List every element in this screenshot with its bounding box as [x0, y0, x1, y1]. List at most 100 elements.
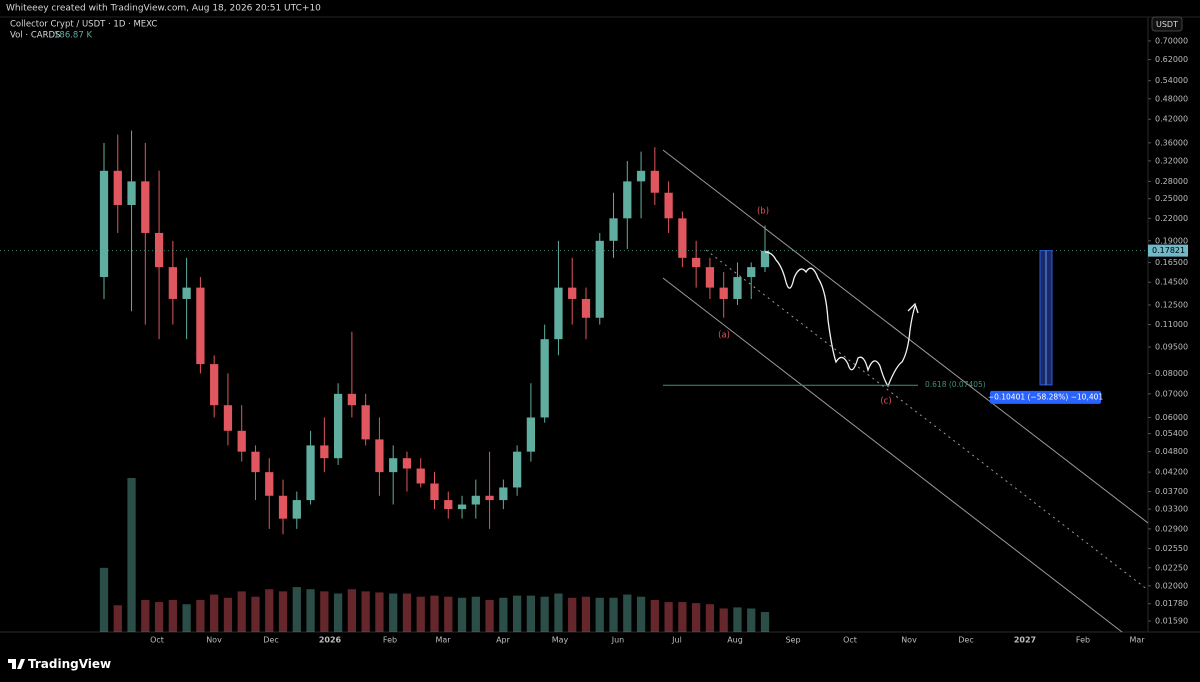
volume-bar — [113, 605, 122, 632]
candle-body — [760, 250, 770, 268]
header: Whiteeey created with TradingView.com, A… — [6, 4, 321, 14]
volume-bar — [705, 604, 715, 632]
volume-bar — [265, 589, 274, 632]
volume-bar — [760, 612, 770, 632]
y-tick-label: 0.42000 — [1155, 115, 1188, 124]
wave-label: (a) — [718, 331, 730, 341]
candle-body — [320, 445, 329, 459]
y-tick-label: 0.02900 — [1155, 524, 1188, 533]
x-tick-label: Dec — [958, 636, 973, 645]
x-tick-label: 2027 — [1014, 636, 1036, 645]
volume-bar — [526, 595, 536, 632]
y-tick-label: 0.02000 — [1155, 581, 1188, 590]
volume-bar — [375, 592, 384, 632]
y-tick-label: 0.07000 — [1155, 389, 1188, 398]
y-tick-label: 0.48000 — [1155, 94, 1188, 103]
y-tick-label: 0.01590 — [1155, 617, 1188, 626]
volume-bar — [361, 591, 370, 632]
volume-bar — [512, 595, 522, 632]
candle-body — [719, 287, 728, 299]
candle-body — [141, 181, 150, 233]
volume-bar — [540, 596, 549, 632]
volume-bar — [609, 597, 618, 632]
candle-body — [333, 393, 343, 459]
volume-last: 186.87 K — [54, 31, 92, 41]
volume-bar — [430, 595, 439, 632]
logo-text: TradingView — [28, 657, 111, 671]
candle-body — [196, 287, 205, 365]
candle-body — [485, 495, 494, 501]
x-tick-label: Nov — [901, 636, 917, 645]
y-tick-label: 0.02250 — [1155, 563, 1188, 572]
candle-body — [278, 495, 288, 519]
candle-body — [237, 430, 246, 452]
candle-body — [306, 445, 315, 501]
candle-body — [540, 339, 549, 418]
y-tick-label: 0.14500 — [1155, 278, 1188, 287]
y-tick-label: 0.08000 — [1155, 369, 1188, 378]
y-tick-label: 0.28000 — [1155, 177, 1188, 186]
y-tick-label: 0.62000 — [1155, 55, 1188, 64]
x-tick-label: Jun — [611, 636, 625, 645]
candle-body — [526, 417, 536, 452]
candle-body — [444, 500, 453, 510]
volume-bar — [733, 607, 742, 632]
x-tick-label: Feb — [383, 636, 397, 645]
chart-title: Collector Crypt / USDT · 1D · MEXC — [10, 20, 157, 30]
candle-body — [554, 287, 563, 340]
wave-label: (c) — [880, 397, 891, 407]
volume-bar — [664, 602, 673, 632]
candle-body — [595, 240, 604, 318]
candle-body — [664, 192, 673, 219]
y-tick-label: 0.03300 — [1155, 505, 1188, 514]
y-tick-label: 0.70000 — [1155, 36, 1188, 45]
candle-body — [154, 232, 164, 268]
candle-body — [430, 483, 439, 501]
y-tick-label: 0.05400 — [1155, 429, 1188, 438]
volume-bar — [568, 597, 577, 632]
candle-body — [127, 181, 136, 205]
x-tick-label: Mar — [1129, 636, 1145, 645]
candle-body — [389, 458, 398, 473]
volume-bar — [402, 593, 412, 632]
volume-bar — [554, 593, 563, 632]
candle-body — [581, 298, 591, 318]
y-tick-label: 0.32000 — [1155, 156, 1188, 165]
x-tick-label: Jul — [671, 636, 682, 645]
volume-bar — [210, 594, 219, 632]
y-tick-label: 0.01780 — [1155, 599, 1188, 608]
volume-bar — [692, 603, 701, 632]
volume-bar — [347, 589, 357, 632]
candle-body — [251, 451, 260, 473]
volume-bar — [457, 597, 467, 632]
projection-path — [764, 251, 916, 388]
x-tick-label: Sep — [785, 636, 800, 645]
x-tick-label: Apr — [496, 636, 511, 645]
candle-body — [223, 405, 233, 431]
x-tick-label: Nov — [206, 636, 222, 645]
volume-bar — [416, 596, 425, 632]
currency[interactable]: USDT — [1156, 20, 1178, 29]
volume-bar — [678, 602, 687, 632]
volume-bar — [237, 591, 246, 632]
y-tick-label: 0.36000 — [1155, 138, 1188, 147]
candle-body — [636, 170, 646, 182]
x-tick-label: May — [552, 636, 569, 645]
last-price-box — [1148, 244, 1188, 257]
volume-bar — [223, 597, 233, 632]
volume-bar — [444, 596, 453, 632]
currency-button[interactable] — [1151, 16, 1183, 32]
candle-body — [733, 277, 742, 299]
candle-body — [512, 451, 522, 488]
volume-bar — [306, 589, 315, 632]
y-tick-label: 0.03700 — [1155, 487, 1188, 496]
volume-bar — [320, 591, 329, 632]
x-tick-label: Mar — [435, 636, 451, 645]
y-tick-label: 0.22000 — [1155, 214, 1188, 223]
volume-bar — [471, 596, 480, 632]
y-tick-label: 0.12500 — [1155, 300, 1188, 309]
volume-bar — [485, 599, 494, 632]
volume-bar — [389, 593, 398, 632]
volume-bar — [595, 597, 604, 632]
